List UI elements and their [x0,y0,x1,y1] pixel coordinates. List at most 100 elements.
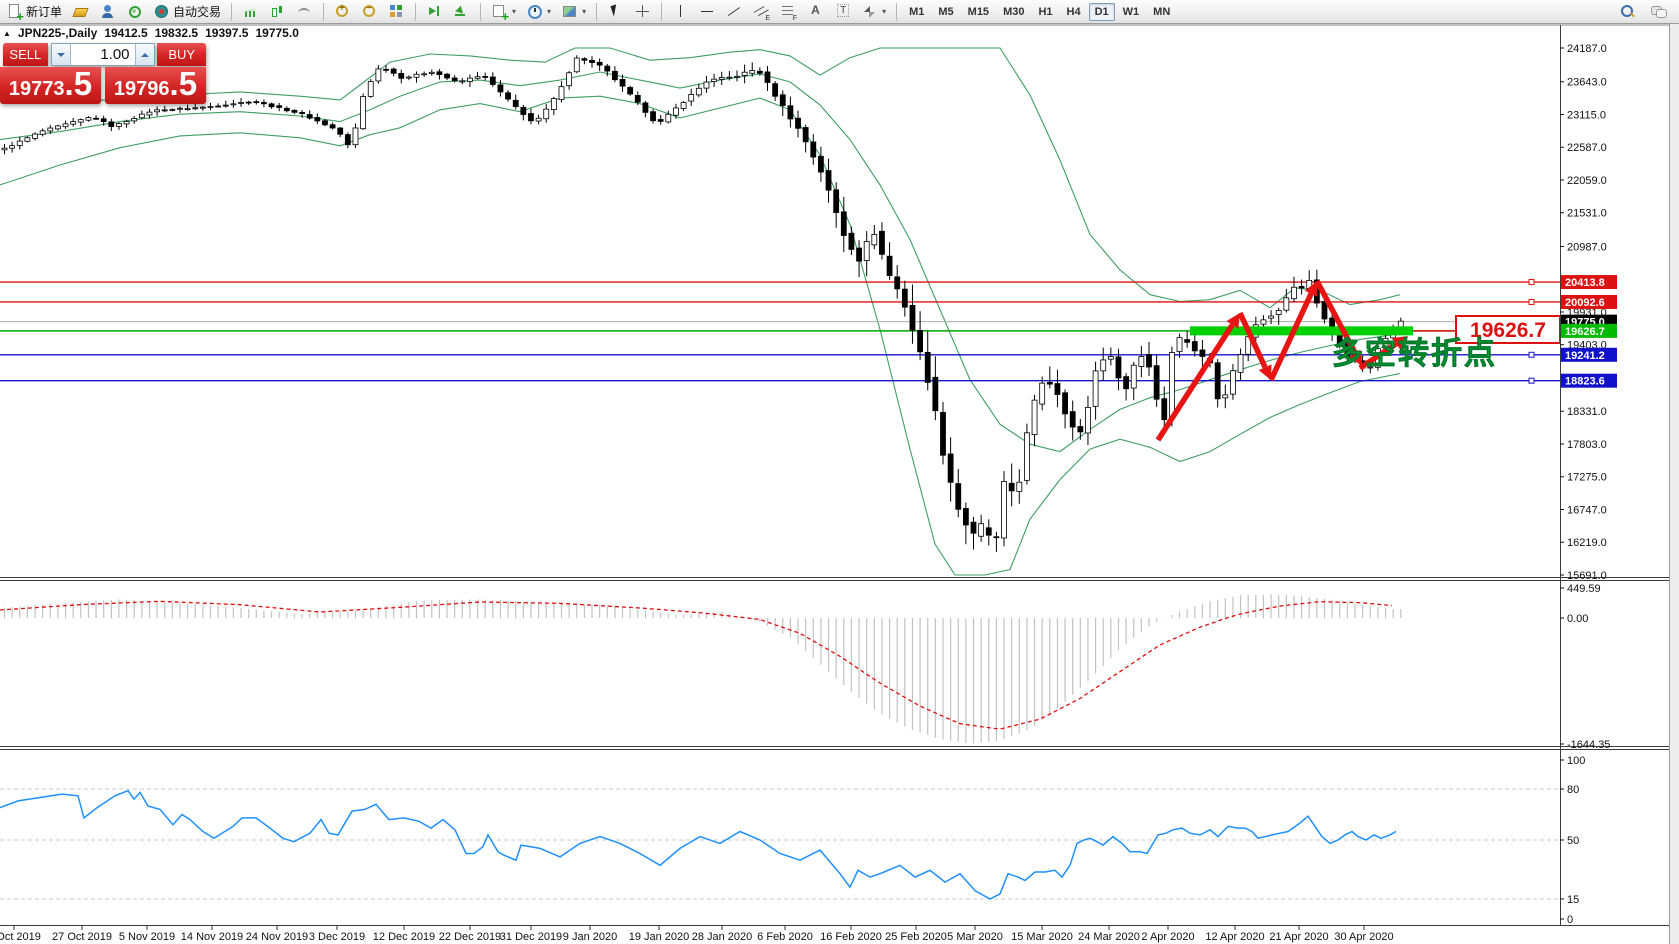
buy-price-main: 19796 [113,78,170,100]
chat-icon [1650,3,1667,20]
level-line-handle[interactable] [1528,298,1535,305]
text-button[interactable] [803,1,828,23]
bollinger-upper-band [0,47,1401,309]
price-tag-18823.6[interactable] [1561,373,1617,388]
new-order-label: 新订单 [26,5,63,19]
search-button[interactable] [1615,1,1640,23]
turning-point-annotation[interactable]: 多空转折点 [1332,336,1497,372]
sell-price-main: 19773 [8,78,65,100]
tiles-button[interactable] [384,1,409,23]
timeframe-m1-button[interactable]: M1 [909,5,925,18]
toolbar-separator [415,2,417,21]
zoom-in-icon [334,3,351,20]
date-axis[interactable]: 7 Oct 2019 27 Oct 2019 5 Nov 2019 14 Nov 20… [0,925,1394,943]
textlabel-button[interactable] [830,1,855,23]
timeframe-m5-button[interactable]: M5 [938,5,954,18]
sell-button[interactable]: SELL [3,43,48,66]
zoom-out-button[interactable] [357,1,382,23]
gold-button[interactable] [68,1,93,23]
chart-canvas[interactable]: MACD(12,26,9) 132.69 181.05 RSI(14) 55.0… [0,24,1679,944]
toolbar-separator [323,2,325,21]
fibo-button[interactable] [776,1,801,23]
symbol-period-label: JPN225-,Daily [17,26,98,40]
vline-icon [672,3,689,20]
cursor-button[interactable] [603,1,628,23]
candle-chart-icon [269,3,286,20]
timeframe-m30-button[interactable]: M30 [1003,5,1025,18]
date-axis-label: 21 Apr 2020 [1269,931,1328,943]
volume-decrease-button[interactable] [51,44,71,65]
trendline-button[interactable] [722,1,747,23]
level-line-handle[interactable] [1528,377,1535,384]
candle-chart-button[interactable] [265,1,290,23]
trend-arrows[interactable] [1155,279,1408,442]
price-axis-label: 23115.0 [1567,109,1606,121]
buy-price-frac: .5 [169,65,198,102]
timeframe-h1-button[interactable]: H1 [1038,5,1053,18]
level-line-handle[interactable] [1528,351,1535,358]
price-tag-20092.6[interactable] [1561,294,1617,309]
timeframe-mn-button[interactable]: MN [1153,5,1171,18]
price-axis-label: 22587.0 [1567,142,1607,154]
rsi-pane[interactable] [0,788,1560,900]
rsi-axis-label: 0 [1567,914,1573,926]
main-toolbar: 新订单 自动交易 ▾ ▾ ▾ ▾ M1 M5 M15 M30 H1 H4 D1 W1 MN [0,0,1679,24]
vline-button[interactable] [668,1,693,23]
autotrade-button[interactable]: 自动交易 [149,1,225,23]
autotrade-label: 自动交易 [173,5,222,19]
sell-price-panel[interactable]: 19773.5 [0,67,101,104]
template-chart-button[interactable]: ▾ [557,1,590,23]
shapes-button[interactable]: ▾ [857,1,890,23]
autoscroll-button[interactable] [449,1,474,23]
timeframe-w1-button[interactable]: W1 [1122,5,1140,18]
profile-button[interactable] [95,1,120,23]
signals-icon [126,3,143,20]
new-order-icon [6,3,24,24]
hline-button[interactable] [695,1,720,23]
support-zone-band[interactable] [1190,326,1413,336]
new-chart-button[interactable]: ▾ [487,1,520,24]
price-tag-19626.7[interactable] [1561,323,1617,338]
signals-button[interactable] [122,1,147,23]
level-line-handle[interactable] [1528,279,1535,286]
zoom-in-button[interactable] [330,1,355,23]
price-axis-label: 16219.0 [1567,537,1607,549]
timeframe-m15-button[interactable]: M15 [967,5,990,18]
volume-input[interactable]: 1.00 [100,46,130,63]
line-chart-icon [296,3,313,20]
new-order-button[interactable]: 新订单 [2,1,66,24]
date-axis-label: 3 Dec 2019 [309,931,365,943]
chevron-down-icon: ▾ [582,7,587,16]
new-chart-icon [491,3,509,24]
price-tag-20413.8[interactable] [1561,275,1617,290]
macd-pane[interactable] [0,594,1402,744]
bar-chart-button[interactable] [238,1,263,23]
period-clock-button[interactable]: ▾ [522,1,555,23]
date-axis-label: 25 Feb 2020 [885,931,947,943]
macd-histogram [3,594,1402,744]
main-price-pane[interactable] [0,47,1560,576]
price-axis-label: 21531.0 [1567,208,1607,220]
buy-button[interactable]: BUY [157,43,206,66]
chat-button[interactable] [1646,1,1671,23]
chart-background [0,24,1679,944]
date-axis-label: 15 Mar 2020 [1011,931,1073,943]
crosshair-button[interactable] [630,1,655,23]
volume-increase-button[interactable] [134,44,154,65]
price-axis[interactable]: 24187.0 23643.0 23115.0 22587.0 22059.0 21531… [1560,43,1617,926]
price-axis-label: 20987.0 [1567,241,1607,253]
timeframe-d1-button[interactable]: D1 [1088,2,1115,21]
timeframe-h4-button[interactable]: H4 [1066,5,1081,18]
price-tag-19241.2[interactable] [1561,347,1617,362]
price-axis-label: 24187.0 [1567,43,1607,55]
price-tag-text: 19241.2 [1565,350,1605,362]
buy-price-panel[interactable]: 19796.5 [105,67,206,104]
shift-end-icon [426,3,443,20]
channel-button[interactable] [749,1,774,23]
textlabel-icon [834,3,851,20]
date-axis-label: 6 Feb 2020 [757,931,813,943]
line-chart-button[interactable] [292,1,317,23]
autotrade-icon [153,3,170,20]
price-callout-text: 19626.7 [1470,319,1546,342]
shift-end-button[interactable] [422,1,447,23]
